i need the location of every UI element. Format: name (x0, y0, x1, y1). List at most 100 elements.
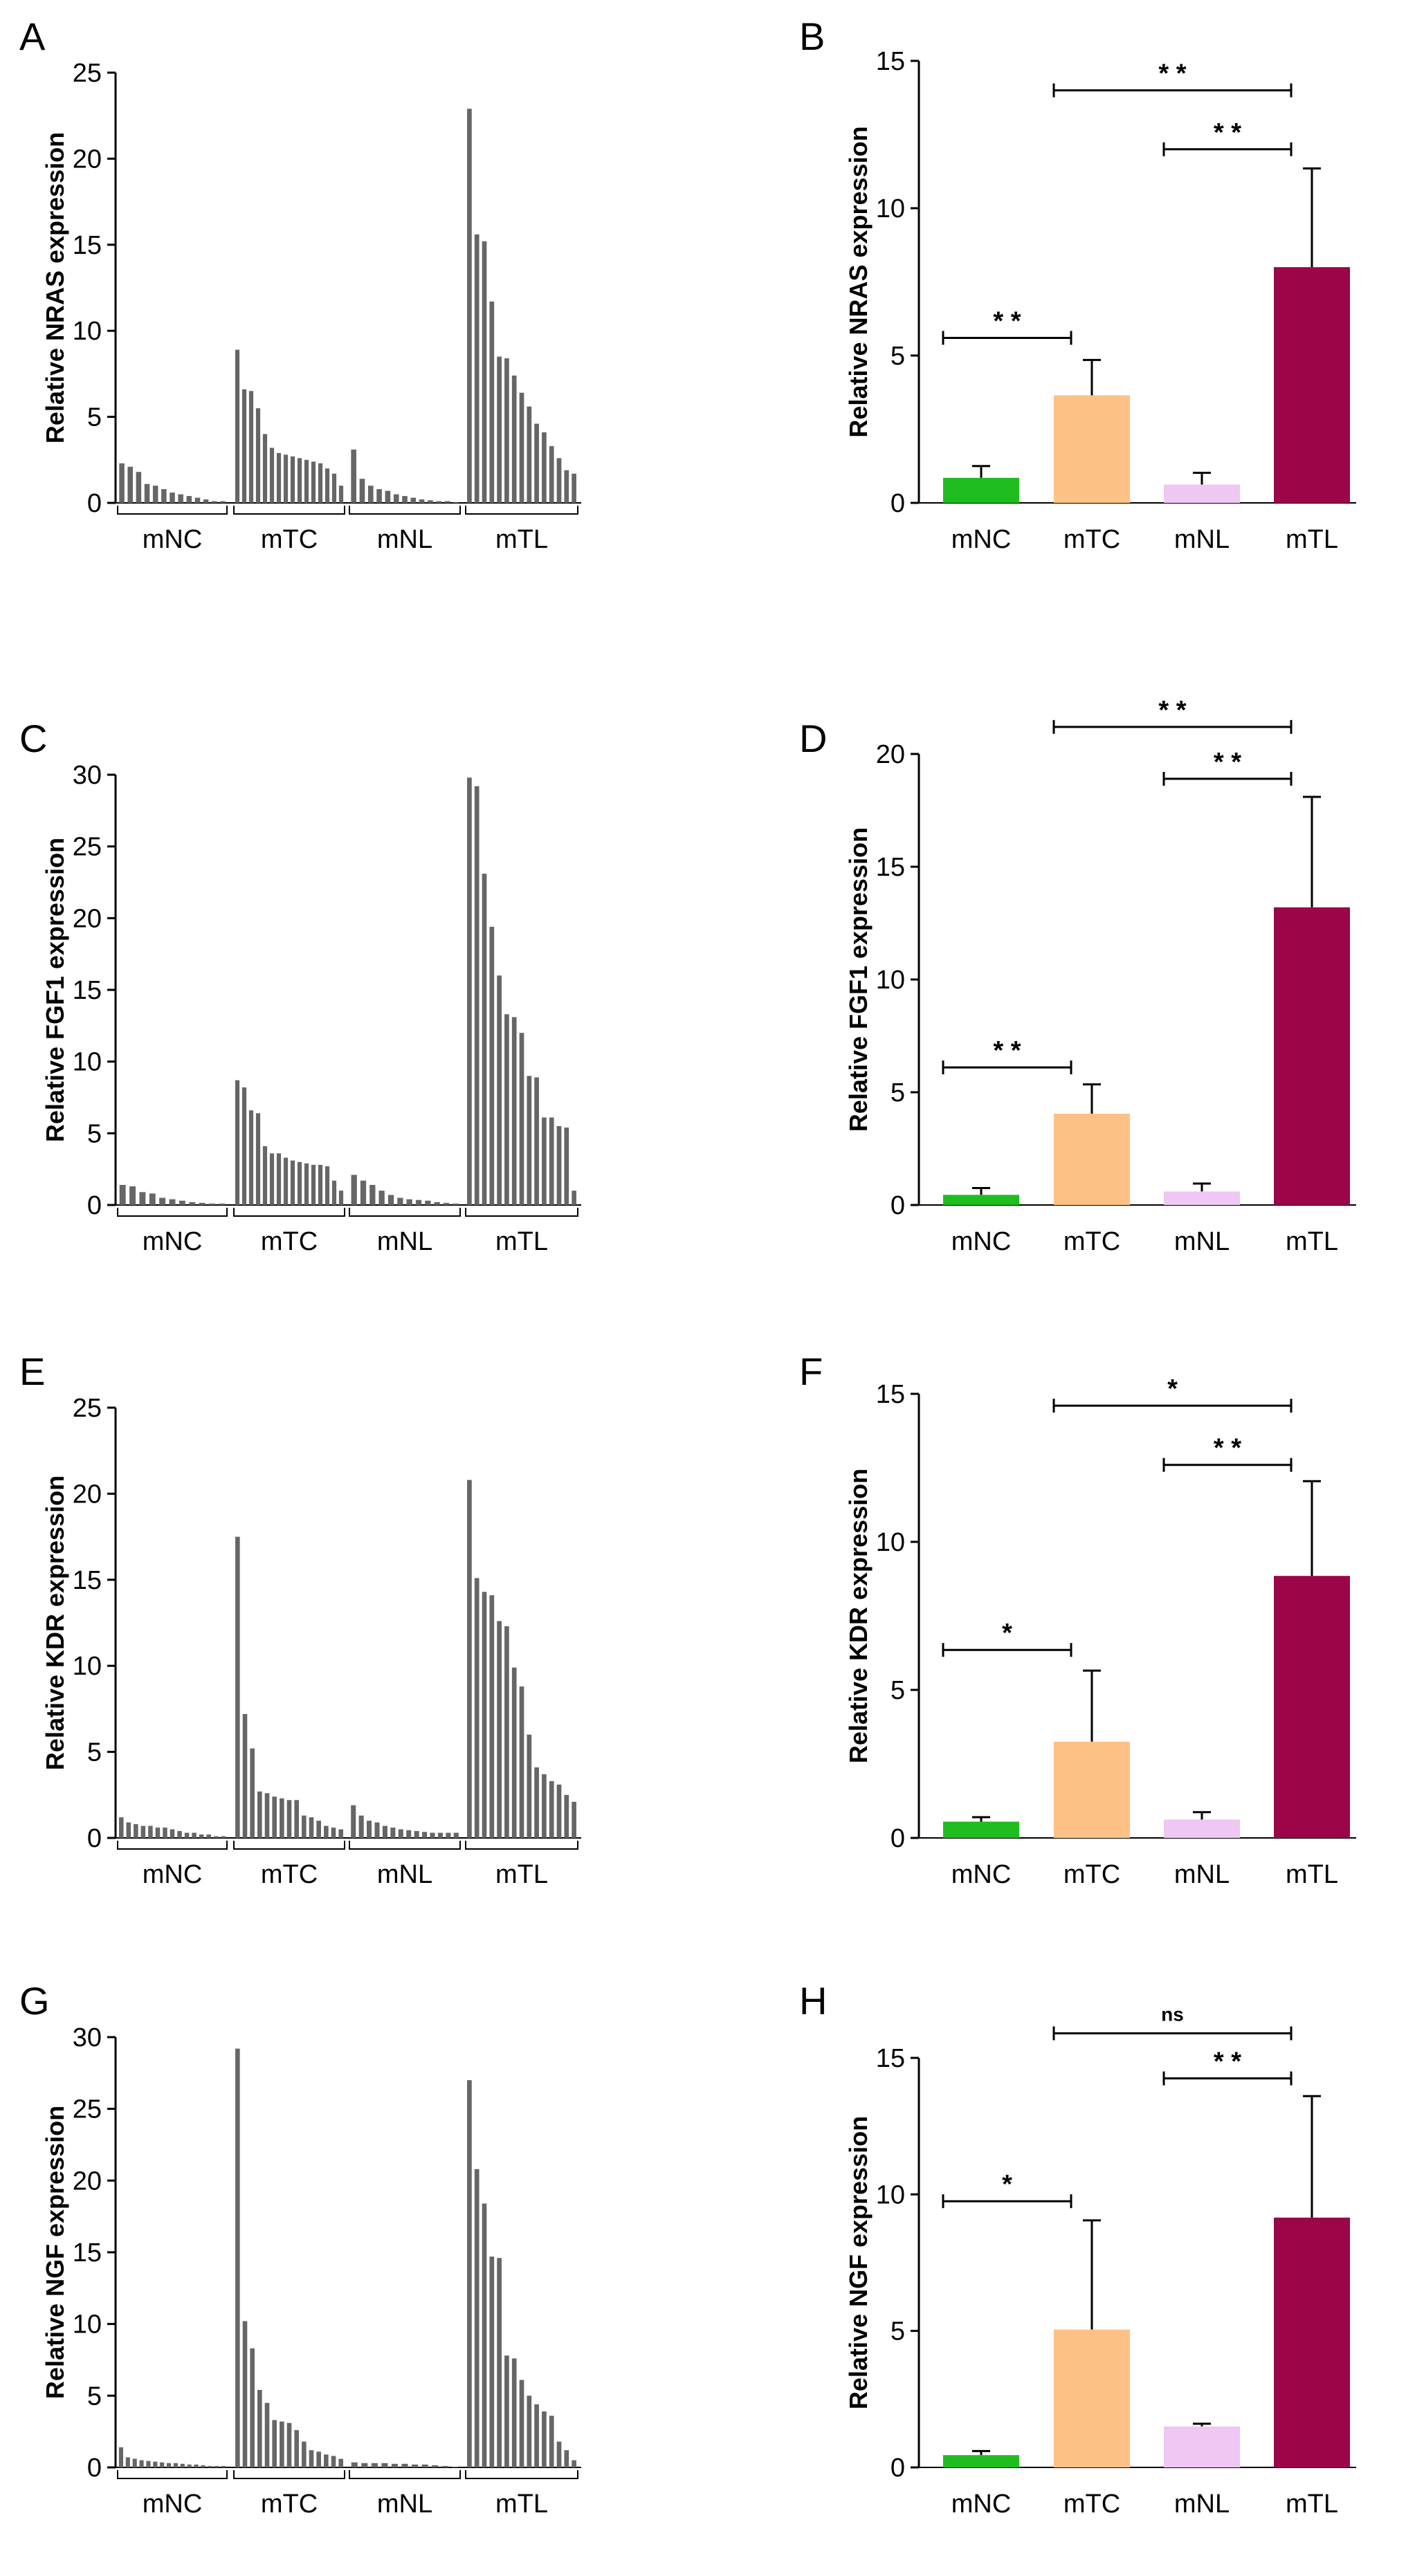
sample-bar (497, 356, 502, 503)
sample-bar (119, 463, 125, 503)
group-label: mTL (495, 1227, 548, 1256)
sample-bar (474, 1578, 480, 1838)
group-label: mTC (261, 2490, 318, 2519)
sample-bar (280, 1798, 284, 1838)
group-label: mNC (143, 1227, 203, 1256)
significance-label: * * (1158, 59, 1186, 89)
y-tick-label: 15 (876, 1380, 905, 1409)
sample-bar (257, 1791, 262, 1838)
sample-bar (163, 1828, 167, 1838)
sample-bar (148, 1825, 153, 1838)
sample-bar (434, 1202, 440, 1205)
sample-bar (453, 1832, 459, 1838)
sample-bar (324, 2454, 329, 2467)
group-bracket (465, 1841, 578, 1850)
mean-bar (943, 2455, 1019, 2467)
sample-bar (453, 1203, 459, 1205)
group-bracket (465, 506, 578, 515)
y-axis-label: Relative NGF expression (844, 2116, 873, 2409)
sample-bar (441, 2465, 448, 2467)
sample-bar (294, 1800, 299, 1838)
sample-bar (220, 501, 226, 503)
sample-bar (338, 2458, 343, 2467)
sample-bar (412, 2464, 419, 2467)
sample-bar (393, 494, 399, 503)
y-tick-label: 15 (876, 2044, 905, 2073)
group-bracket (349, 2470, 461, 2479)
sample-bar (542, 2411, 547, 2467)
sample-bar (390, 1828, 396, 1838)
y-tick-label: 10 (876, 966, 905, 995)
sample-bar (304, 1163, 309, 1205)
sample-bar (497, 1621, 502, 1838)
sample-bar (489, 2256, 495, 2467)
group-label: mNC (143, 525, 203, 554)
y-tick-label: 10 (73, 1048, 102, 1077)
sample-bar (167, 2463, 172, 2467)
sample-bar (152, 486, 158, 503)
sample-bar (139, 1192, 146, 1205)
sample-bar (421, 2464, 428, 2467)
significance-label: * * (1214, 748, 1241, 777)
sample-bar (338, 486, 344, 503)
y-axis-label: Relative FGF1 expression (41, 838, 69, 1142)
sample-bar (378, 1190, 385, 1205)
bar-label: mTL (1286, 1227, 1338, 1256)
sample-bar (214, 2465, 219, 2467)
sample-bar (272, 2420, 277, 2467)
sample-bar (255, 1113, 261, 1205)
sample-bar (125, 2457, 130, 2467)
sample-bar (387, 1195, 394, 1205)
sample-bar (316, 2451, 321, 2467)
sample-bar (572, 1190, 576, 1205)
significance-label: * (1002, 1619, 1012, 1648)
group-bracket (349, 1208, 461, 1217)
sample-bar (250, 1748, 255, 1838)
sample-bar (119, 1184, 126, 1205)
y-tick-label: 0 (891, 2454, 905, 2483)
mean-bar (1054, 1113, 1130, 1205)
sample-bar (397, 1197, 403, 1205)
sample-bar (159, 1197, 166, 1205)
sample-bar (534, 1767, 539, 1838)
sample-bar (556, 458, 562, 503)
sample-bar (564, 1128, 569, 1205)
y-tick-label: 20 (73, 904, 102, 933)
sample-bar (189, 1202, 196, 1205)
mean-bar (1054, 395, 1130, 503)
bar-label: mNC (951, 1227, 1012, 1256)
sample-bar (381, 2463, 388, 2467)
sample-bar (542, 432, 547, 503)
sample-bar (549, 2416, 554, 2467)
sample-bar (119, 1817, 124, 1838)
bar-label: mNC (951, 1860, 1012, 1889)
sample-bar (187, 2464, 192, 2467)
sample-bar (283, 454, 289, 503)
sample-bar (201, 2465, 206, 2467)
group-label: mNL (377, 2490, 432, 2519)
sample-bar (425, 1200, 431, 1205)
sample-bar (467, 2080, 472, 2467)
y-tick-label: 25 (73, 2095, 102, 2124)
group-bracket (349, 506, 461, 515)
y-tick-label: 0 (87, 1824, 102, 1853)
sample-bar (264, 1793, 270, 1838)
y-tick-label: 15 (73, 976, 102, 1005)
sample-bar (391, 2463, 398, 2467)
group-bracket (233, 506, 345, 515)
bar-label: mNL (1174, 1227, 1230, 1256)
sample-bar (235, 349, 240, 503)
bar-label: mTC (1063, 525, 1120, 554)
y-tick-label: 25 (73, 833, 102, 862)
sample-bar (542, 1774, 547, 1838)
significance-label: * * (1214, 1434, 1241, 1463)
sample-bar (262, 434, 268, 503)
sample-bar (280, 2421, 284, 2467)
y-tick-label: 5 (891, 1078, 905, 1107)
y-tick-label: 0 (87, 2454, 102, 2483)
sample-bar (428, 500, 433, 503)
sample-bar (527, 2395, 532, 2467)
significance-label: * * (1158, 696, 1186, 725)
sample-bar (436, 501, 442, 503)
